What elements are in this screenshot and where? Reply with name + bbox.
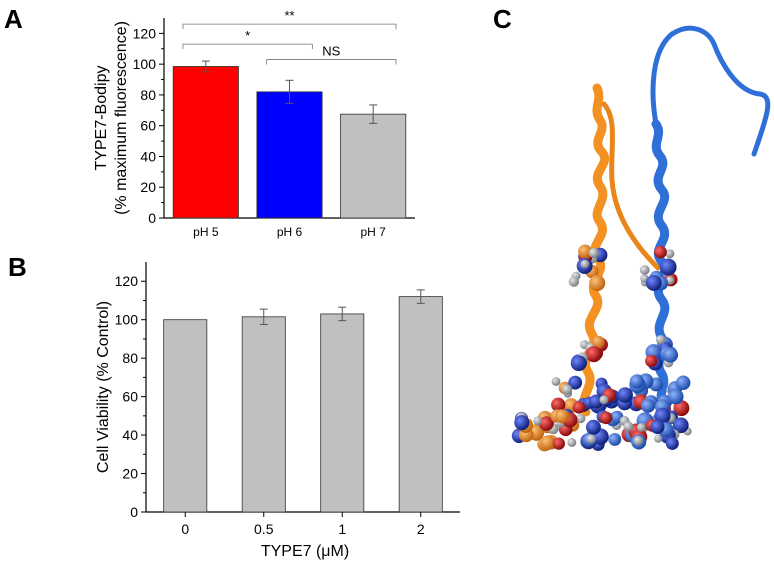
atom-sphere (551, 397, 566, 412)
atom-sphere (588, 247, 599, 259)
significance-label: * (245, 28, 250, 43)
atom-sphere (665, 437, 679, 450)
atom-sphere (555, 409, 570, 424)
atom-sphere (675, 375, 691, 390)
atom-sphere (599, 395, 609, 405)
y-tick-label: 20 (140, 179, 156, 195)
x-tick-label: pH 7 (360, 225, 386, 239)
atom-sphere (514, 415, 530, 431)
atom-sphere (608, 432, 622, 446)
atom-sphere (589, 394, 604, 409)
atom-sphere (599, 411, 613, 425)
atom-sphere (585, 346, 602, 363)
significance-bracket (182, 43, 313, 50)
atom-sphere (667, 388, 684, 405)
y-tick-label: 100 (115, 312, 139, 328)
atom-sphere (568, 375, 583, 390)
atom-sphere (572, 401, 586, 414)
chart-b: Cell Viability (% Control) TYPE7 (μM) 0 2… (95, 262, 460, 560)
atom-sphere (654, 434, 663, 443)
atom-sphere (586, 434, 597, 444)
y-tick-label: 40 (122, 427, 138, 443)
y-tick-label: 120 (115, 273, 139, 289)
bar-pH-6 (256, 91, 323, 219)
atom-sphere (659, 258, 677, 276)
x-tick-label: 1 (338, 521, 346, 537)
x-tick-label: 0.5 (254, 521, 274, 537)
atom-sphere (654, 245, 667, 259)
y-tick-label: 100 (133, 56, 157, 72)
atom-sphere (585, 419, 601, 435)
bar-2 (398, 296, 443, 513)
bar-1 (320, 313, 365, 513)
atom-sphere (552, 437, 565, 450)
atom-sphere (580, 259, 590, 269)
panel-label-a: A (4, 4, 23, 34)
atom-sphere (617, 387, 633, 403)
atom-sphere (567, 437, 577, 447)
atom-sphere (589, 275, 606, 292)
chart-a: TYPE7-Bodipy (% maximum fluorescence) 0 2… (93, 8, 415, 239)
atom-sphere (645, 354, 658, 368)
atom-sphere (540, 435, 556, 451)
atom-sphere (640, 398, 656, 413)
chart-b-ylabel: Cell Viability (% Control) (95, 301, 112, 473)
atom-sphere (633, 435, 644, 446)
atom-sphere (665, 249, 675, 259)
y-tick-label: 20 (122, 466, 138, 482)
atom-sphere (570, 355, 587, 372)
y-tick-label: 0 (130, 504, 138, 520)
atom-sphere (629, 374, 644, 389)
bar-pH-5 (172, 66, 239, 219)
panel-label-b: B (8, 252, 27, 282)
atom-sphere (578, 244, 592, 259)
significance-label: NS (322, 44, 340, 59)
atom-sphere (636, 422, 646, 432)
panel-label-c: C (493, 4, 512, 34)
x-tick-label: pH 5 (193, 225, 219, 239)
bar-pH-7 (340, 113, 407, 219)
bar-0.5 (241, 316, 286, 513)
atom-sphere (539, 416, 554, 431)
blue-peptide-atoms (582, 245, 692, 450)
atom-sphere (623, 421, 634, 432)
orange-peptide-tail (601, 101, 661, 271)
atom-sphere (561, 384, 573, 395)
significance-bracket (182, 23, 397, 30)
panel-c-structures (511, 25, 771, 452)
atom-sphere (551, 377, 561, 386)
atom-sphere (656, 334, 666, 345)
bar-0 (163, 319, 208, 513)
y-tick-label: 80 (122, 350, 138, 366)
y-tick-label: 60 (140, 118, 156, 134)
atom-sphere (639, 265, 650, 275)
atom-sphere (533, 416, 543, 426)
x-tick-label: pH 6 (277, 225, 303, 239)
y-tick-label: 40 (140, 148, 156, 164)
atom-sphere (575, 413, 586, 424)
y-tick-label: 0 (148, 210, 156, 226)
chart-b-xlabel: TYPE7 (μM) (261, 543, 349, 560)
x-tick-label: 2 (417, 521, 425, 537)
atom-sphere (662, 347, 679, 363)
blue-peptide-loop (650, 25, 771, 157)
orange-peptide-atoms (511, 244, 622, 452)
y-tick-label: 80 (140, 87, 156, 103)
atom-sphere (568, 276, 580, 287)
chart-a-ylabel-line2: (% maximum fluorescence) (113, 21, 130, 215)
chart-a-ylabel-line1: TYPE7-Bodipy (93, 66, 110, 171)
y-tick-label: 60 (122, 389, 138, 405)
y-tick-label: 120 (133, 25, 157, 41)
atom-sphere (650, 419, 665, 435)
significance-label: ** (284, 8, 294, 23)
atom-sphere (645, 274, 662, 291)
significance-bracket (266, 59, 397, 65)
atom-sphere (592, 335, 605, 349)
atom-sphere (672, 417, 689, 434)
x-tick-label: 0 (181, 521, 189, 537)
